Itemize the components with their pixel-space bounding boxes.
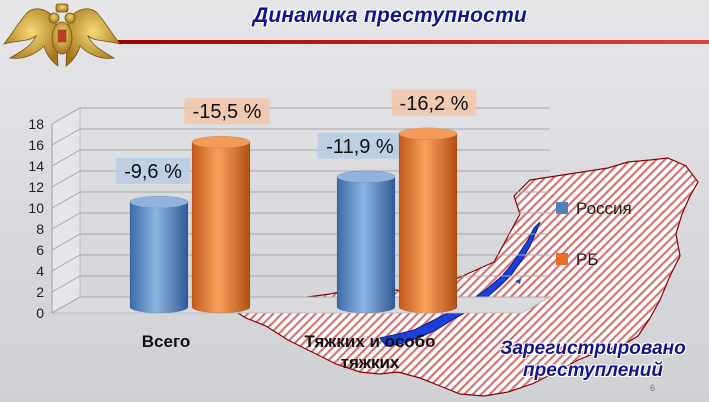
bar-chart: 0 2 4 6 8 10 12 14 16 18 -9,6 % -15,5 % Всего -11,9 %… <box>28 89 552 372</box>
data-label-rb-1: -16,2 % <box>400 93 469 115</box>
y-tick-label: 18 <box>28 116 44 132</box>
legend-label-rb: РБ <box>576 250 599 269</box>
chart-floor <box>50 296 552 314</box>
bar-russia-0 <box>129 201 189 314</box>
y-tick-label: 10 <box>28 200 44 216</box>
data-label-russia-0: -9,6 % <box>124 161 182 183</box>
header-stripe <box>118 40 709 44</box>
gridline <box>51 254 550 272</box>
gridline <box>51 212 550 230</box>
legend-swatch-rb <box>556 253 568 265</box>
y-tick-label: 4 <box>36 263 44 279</box>
bar-rb-1 <box>398 133 458 314</box>
data-label-box-russia-1 <box>317 132 403 159</box>
bar-top-russia-1 <box>336 170 396 184</box>
chart-legend: Россия РБ <box>556 199 632 269</box>
chart-caption: Зарегистрировано преступлений <box>480 338 706 382</box>
data-label-box-rb-0 <box>184 98 270 125</box>
double-headed-eagle-icon <box>2 3 122 67</box>
bar-top-russia-0 <box>129 195 189 209</box>
page-title: Динамика преступности <box>253 4 527 27</box>
y-tick-label: 16 <box>28 137 44 153</box>
bar-top-rb-0 <box>191 135 251 149</box>
data-label-box-russia-0 <box>116 158 190 184</box>
bar-russia-1 <box>336 176 396 314</box>
x-category-label: Тяжких и особо <box>304 332 435 351</box>
data-label-russia-1: -11,9 % <box>326 136 394 158</box>
legend-swatch-russia <box>556 202 568 214</box>
data-label-rb-0: -15,5 % <box>193 101 262 123</box>
gridline <box>51 128 550 146</box>
chart-caption-line-2: преступлений <box>523 360 663 381</box>
data-label-box-rb-1 <box>391 89 477 116</box>
chart-side-wall <box>51 107 81 314</box>
gridline <box>51 233 550 251</box>
y-tick-label: 12 <box>28 179 44 195</box>
x-category-label: Всего <box>142 332 190 351</box>
x-category-label: тяжких <box>341 353 400 372</box>
chart-caption-line-1: Зарегистрировано <box>500 338 686 359</box>
bar-top-rb-1 <box>398 127 458 141</box>
page-number: 6 <box>650 383 656 393</box>
gridline <box>51 170 550 188</box>
buryatia-map-icon <box>228 157 699 397</box>
y-tick-label: 14 <box>28 158 44 174</box>
y-tick-label: 0 <box>36 305 44 321</box>
y-tick-label: 6 <box>36 242 44 258</box>
y-tick-label: 8 <box>36 221 44 237</box>
gridline <box>51 191 550 209</box>
bar-rb-0 <box>191 141 251 314</box>
y-tick-label: 2 <box>36 284 44 300</box>
legend-label-russia: Россия <box>576 199 632 218</box>
